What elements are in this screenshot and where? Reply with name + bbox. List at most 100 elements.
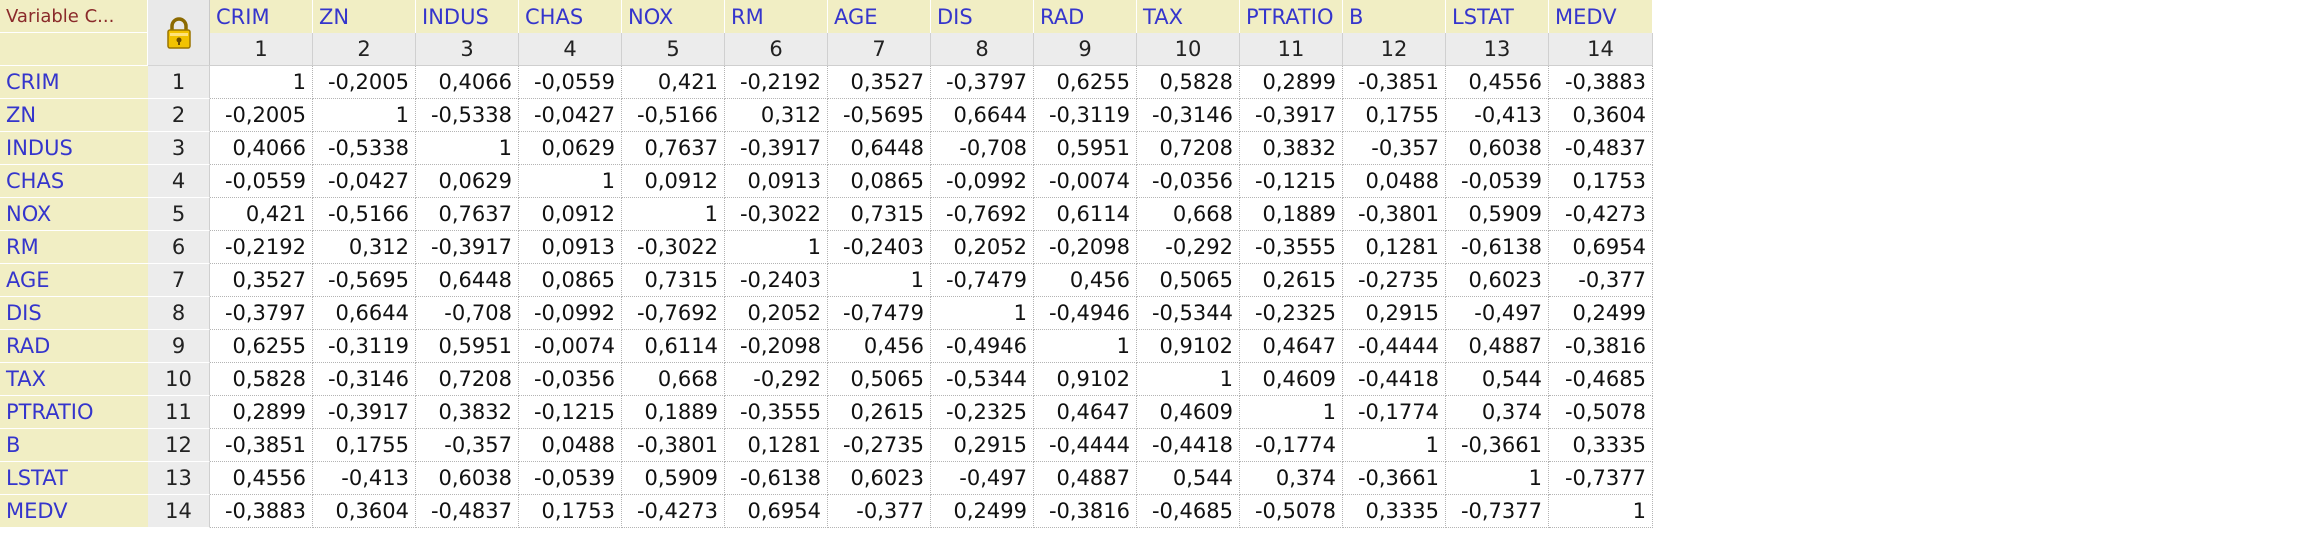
value-cell[interactable]: 0,9102 bbox=[1034, 363, 1137, 396]
column-number-11[interactable]: 11 bbox=[1240, 33, 1343, 66]
column-number-8[interactable]: 8 bbox=[931, 33, 1034, 66]
value-cell[interactable]: 0,2615 bbox=[828, 396, 931, 429]
value-cell[interactable]: -0,2098 bbox=[1034, 231, 1137, 264]
value-cell[interactable]: 0,3604 bbox=[1549, 99, 1653, 132]
value-cell[interactable]: 1 bbox=[622, 198, 725, 231]
value-cell[interactable]: 0,0912 bbox=[519, 198, 622, 231]
row-number-12[interactable]: 12 bbox=[148, 429, 210, 462]
value-cell[interactable]: 0,2052 bbox=[725, 297, 828, 330]
value-cell[interactable]: -0,0559 bbox=[519, 66, 622, 99]
value-cell[interactable]: 0,1755 bbox=[313, 429, 416, 462]
row-number-2[interactable]: 2 bbox=[148, 99, 210, 132]
value-cell[interactable]: 0,0865 bbox=[828, 165, 931, 198]
value-cell[interactable]: 0,374 bbox=[1240, 462, 1343, 495]
value-cell[interactable]: -0,292 bbox=[1137, 231, 1240, 264]
row-number-4[interactable]: 4 bbox=[148, 165, 210, 198]
column-number-10[interactable]: 10 bbox=[1137, 33, 1240, 66]
value-cell[interactable]: 0,312 bbox=[725, 99, 828, 132]
value-cell[interactable]: -0,3797 bbox=[210, 297, 313, 330]
column-number-6[interactable]: 6 bbox=[725, 33, 828, 66]
column-number-3[interactable]: 3 bbox=[416, 33, 519, 66]
value-cell[interactable]: -0,4444 bbox=[1034, 429, 1137, 462]
value-cell[interactable]: 1 bbox=[210, 66, 313, 99]
value-cell[interactable]: -0,7479 bbox=[828, 297, 931, 330]
value-cell[interactable]: 0,5951 bbox=[416, 330, 519, 363]
value-cell[interactable]: 0,0913 bbox=[725, 165, 828, 198]
row-number-1[interactable]: 1 bbox=[148, 66, 210, 99]
value-cell[interactable]: -0,3917 bbox=[725, 132, 828, 165]
value-cell[interactable]: 0,7315 bbox=[622, 264, 725, 297]
value-cell[interactable]: -0,497 bbox=[1446, 297, 1549, 330]
value-cell[interactable]: 0,2915 bbox=[931, 429, 1034, 462]
value-cell[interactable]: 0,6954 bbox=[1549, 231, 1653, 264]
value-cell[interactable]: 0,6644 bbox=[931, 99, 1034, 132]
row-number-7[interactable]: 7 bbox=[148, 264, 210, 297]
value-cell[interactable]: 0,0913 bbox=[519, 231, 622, 264]
column-header-ptratio[interactable]: PTRATIO bbox=[1240, 0, 1343, 33]
value-cell[interactable]: 0,2499 bbox=[931, 495, 1034, 528]
value-cell[interactable]: -0,0559 bbox=[210, 165, 313, 198]
value-cell[interactable]: 0,4609 bbox=[1240, 363, 1343, 396]
column-header-lstat[interactable]: LSTAT bbox=[1446, 0, 1549, 33]
value-cell[interactable]: -0,3917 bbox=[1240, 99, 1343, 132]
value-cell[interactable]: 1 bbox=[1240, 396, 1343, 429]
value-cell[interactable]: 0,544 bbox=[1137, 462, 1240, 495]
value-cell[interactable]: -0,3022 bbox=[622, 231, 725, 264]
value-cell[interactable]: -0,5695 bbox=[313, 264, 416, 297]
value-cell[interactable]: -0,3146 bbox=[1137, 99, 1240, 132]
row-number-13[interactable]: 13 bbox=[148, 462, 210, 495]
value-cell[interactable]: -0,7692 bbox=[622, 297, 725, 330]
value-cell[interactable]: 0,1755 bbox=[1343, 99, 1446, 132]
value-cell[interactable]: -0,3883 bbox=[1549, 66, 1653, 99]
row-number-9[interactable]: 9 bbox=[148, 330, 210, 363]
value-cell[interactable]: -0,708 bbox=[931, 132, 1034, 165]
column-header-zn[interactable]: ZN bbox=[313, 0, 416, 33]
column-number-2[interactable]: 2 bbox=[313, 33, 416, 66]
value-cell[interactable]: 0,4066 bbox=[416, 66, 519, 99]
value-cell[interactable]: -0,6138 bbox=[1446, 231, 1549, 264]
value-cell[interactable]: -0,3119 bbox=[313, 330, 416, 363]
value-cell[interactable]: 0,0629 bbox=[416, 165, 519, 198]
row-header-lstat[interactable]: LSTAT bbox=[0, 462, 148, 495]
column-header-indus[interactable]: INDUS bbox=[416, 0, 519, 33]
value-cell[interactable]: 0,5828 bbox=[210, 363, 313, 396]
value-cell[interactable]: 0,0629 bbox=[519, 132, 622, 165]
value-cell[interactable]: -0,708 bbox=[416, 297, 519, 330]
value-cell[interactable]: 0,5065 bbox=[1137, 264, 1240, 297]
lock-icon[interactable] bbox=[164, 16, 194, 50]
value-cell[interactable]: -0,292 bbox=[725, 363, 828, 396]
value-cell[interactable]: -0,0074 bbox=[1034, 165, 1137, 198]
column-number-1[interactable]: 1 bbox=[210, 33, 313, 66]
value-cell[interactable]: -0,4946 bbox=[931, 330, 1034, 363]
value-cell[interactable]: -0,0539 bbox=[1446, 165, 1549, 198]
value-cell[interactable]: 0,3335 bbox=[1549, 429, 1653, 462]
value-cell[interactable]: -0,2325 bbox=[1240, 297, 1343, 330]
value-cell[interactable]: 0,4887 bbox=[1034, 462, 1137, 495]
row-header-rm[interactable]: RM bbox=[0, 231, 148, 264]
value-cell[interactable]: 0,3527 bbox=[828, 66, 931, 99]
value-cell[interactable]: -0,5078 bbox=[1549, 396, 1653, 429]
row-number-11[interactable]: 11 bbox=[148, 396, 210, 429]
value-cell[interactable]: 0,312 bbox=[313, 231, 416, 264]
value-cell[interactable]: -0,1215 bbox=[519, 396, 622, 429]
value-cell[interactable]: 0,2052 bbox=[931, 231, 1034, 264]
value-cell[interactable]: -0,5078 bbox=[1240, 495, 1343, 528]
value-cell[interactable]: 0,3832 bbox=[416, 396, 519, 429]
value-cell[interactable]: -0,3555 bbox=[1240, 231, 1343, 264]
value-cell[interactable]: 0,9102 bbox=[1137, 330, 1240, 363]
value-cell[interactable]: 0,4647 bbox=[1240, 330, 1343, 363]
value-cell[interactable]: -0,4946 bbox=[1034, 297, 1137, 330]
value-cell[interactable]: -0,377 bbox=[828, 495, 931, 528]
value-cell[interactable]: 0,5909 bbox=[1446, 198, 1549, 231]
value-cell[interactable]: -0,0356 bbox=[1137, 165, 1240, 198]
value-cell[interactable]: -0,497 bbox=[931, 462, 1034, 495]
value-cell[interactable]: 0,1753 bbox=[1549, 165, 1653, 198]
column-number-7[interactable]: 7 bbox=[828, 33, 931, 66]
value-cell[interactable]: -0,4444 bbox=[1343, 330, 1446, 363]
column-header-nox[interactable]: NOX bbox=[622, 0, 725, 33]
row-number-5[interactable]: 5 bbox=[148, 198, 210, 231]
value-cell[interactable]: 0,5909 bbox=[622, 462, 725, 495]
value-cell[interactable]: -0,4418 bbox=[1137, 429, 1240, 462]
row-number-6[interactable]: 6 bbox=[148, 231, 210, 264]
row-header-crim[interactable]: CRIM bbox=[0, 66, 148, 99]
